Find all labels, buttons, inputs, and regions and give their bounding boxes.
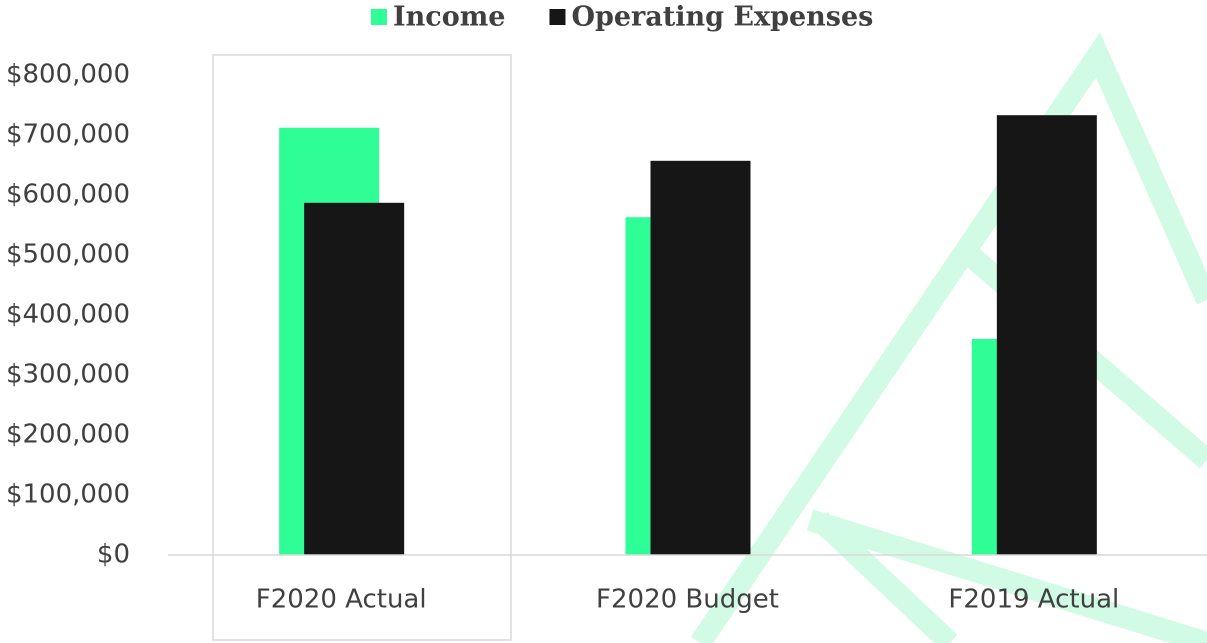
x-tick-label: F2020 Actual [256,585,427,615]
y-tick-label: $700,000 [6,120,130,150]
legend-swatch [371,9,387,25]
y-tick-label: $800,000 [6,60,130,90]
bar [650,160,751,556]
y-tick-label: $400,000 [6,300,130,330]
y-tick-label: $600,000 [6,180,130,210]
bar [304,202,405,556]
deco-line [690,32,1207,643]
deco-line [812,512,958,643]
y-tick-label: $300,000 [6,360,130,390]
bar [996,115,1097,555]
y-tick-label: $500,000 [6,240,130,270]
legend-swatch [549,9,566,25]
legend-label: Operating Expenses [571,2,873,33]
y-tick-label: $0 [97,540,130,570]
x-tick-label: F2020 Budget [596,585,779,615]
selection-box [212,54,512,641]
x-tick-label: F2019 Actual [948,585,1119,615]
deco-line [806,509,1207,643]
legend-label: Income [393,2,505,33]
y-tick-label: $200,000 [6,420,130,450]
y-tick-label: $100,000 [6,480,130,510]
